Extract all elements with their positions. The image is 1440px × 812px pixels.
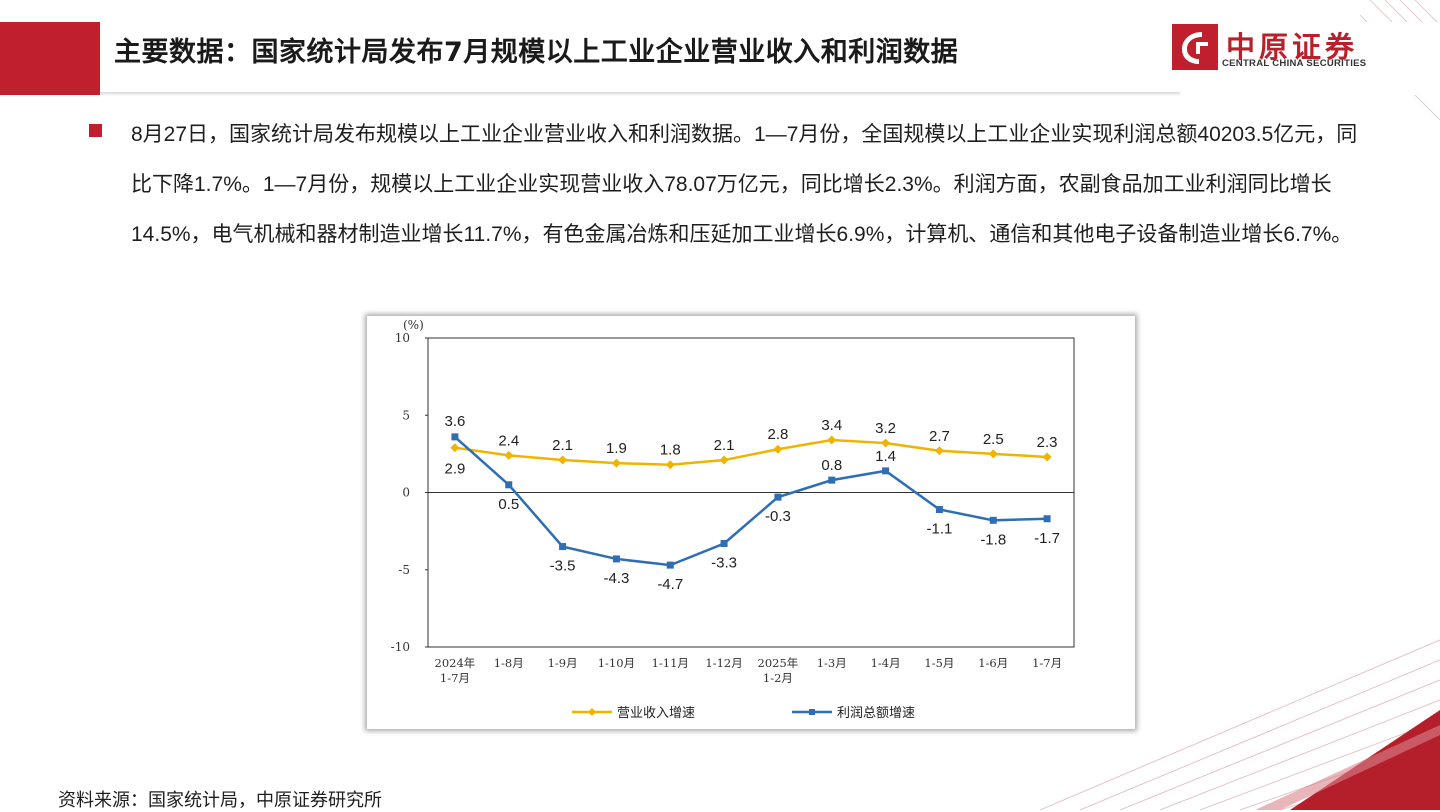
data-point-revenue <box>934 446 944 456</box>
header-accent-block <box>0 22 100 95</box>
data-label: 0.8 <box>821 457 842 474</box>
logo-text-chinese: 中原证券 <box>1226 30 1359 64</box>
data-point-profit <box>882 467 890 475</box>
logo-mark-icon <box>1172 24 1218 70</box>
data-point-profit <box>935 505 943 513</box>
data-label: 3.2 <box>875 420 896 437</box>
data-label: 3.4 <box>821 417 842 434</box>
series-line-2 <box>454 435 1048 567</box>
legend-marker <box>588 708 596 716</box>
data-point-revenue <box>611 458 621 468</box>
data-point-profit <box>1043 515 1051 523</box>
x-tick-label: 1-5月 <box>924 656 954 670</box>
data-point-revenue <box>719 455 729 465</box>
x-tick-label: 1-6月 <box>978 656 1008 670</box>
data-point-profit <box>720 539 728 547</box>
data-point-profit <box>774 493 782 501</box>
x-tick-label: 1-7月 <box>440 671 470 685</box>
legend-label: 营业收入增速 <box>617 706 695 721</box>
data-label: -4.3 <box>603 570 629 587</box>
x-tick-label: 1-9月 <box>548 656 578 670</box>
data-label: -0.3 <box>765 508 791 525</box>
data-point-profit <box>559 543 567 551</box>
data-label: 2.1 <box>714 437 735 454</box>
y-axis-unit-label: (%) <box>403 318 424 332</box>
data-label: -1.7 <box>1034 530 1060 547</box>
data-point-revenue <box>988 449 998 459</box>
data-label: 2.3 <box>1037 434 1058 451</box>
x-tick-label: 1-4月 <box>871 656 901 670</box>
x-tick-label: 1-12月 <box>705 656 742 670</box>
data-point-profit <box>666 561 674 569</box>
data-point-revenue <box>504 450 514 460</box>
data-label: 1.8 <box>660 442 681 459</box>
x-tick-label: 2025年 <box>758 656 799 670</box>
data-point-revenue <box>773 444 783 454</box>
y-tick-label: 10 <box>395 331 410 345</box>
data-label: 2.5 <box>983 431 1004 448</box>
data-label: 1.9 <box>606 440 627 457</box>
data-label: 2.9 <box>444 461 465 478</box>
data-label: 2.4 <box>498 432 519 449</box>
y-tick-label: 0 <box>402 486 410 500</box>
x-tick-label: 1-2月 <box>763 671 793 685</box>
company-logo: 中原证券 CENTRAL CHINA SECURITIES <box>1172 24 1412 74</box>
x-tick-label: 2024年 <box>435 656 476 670</box>
data-label: -4.7 <box>657 576 683 593</box>
source-note: 资料来源：国家统计局，中原证券研究所 <box>58 790 382 811</box>
legend-marker <box>809 709 815 715</box>
data-label: 2.7 <box>929 428 950 445</box>
data-point-profit <box>989 516 997 524</box>
data-label: -1.1 <box>926 520 952 537</box>
data-label: -1.8 <box>980 531 1006 548</box>
y-tick-label: 5 <box>402 408 410 422</box>
page-title: 主要数据：国家统计局发布7月规模以上工业企业营业收入和利润数据 <box>114 37 959 68</box>
data-label: 1.4 <box>875 448 896 465</box>
data-point-revenue <box>665 460 675 470</box>
data-point-profit <box>828 476 836 484</box>
x-tick-label: 1-8月 <box>494 656 524 670</box>
data-point-revenue <box>558 455 568 465</box>
y-tick-label: -5 <box>398 563 410 577</box>
data-label: 2.1 <box>552 437 573 454</box>
bullet-square-icon <box>89 124 102 137</box>
data-point-revenue <box>1042 452 1052 462</box>
chart-container: (%) 10 5 0 -5 -10 2024年 1-7月 1-8月 1-9月 1-10月 1-11月 1… <box>367 316 1135 729</box>
x-tick-label: 1-10月 <box>598 656 635 670</box>
logo-text-english: CENTRAL CHINA SECURITIES <box>1222 58 1367 69</box>
summary-paragraph: 8月27日，国家统计局发布规模以上工业企业营业收入和利润数据。1—7月份，全国规… <box>131 123 1358 246</box>
corner-decoration-bottom-right <box>1040 639 1440 810</box>
x-tick-label: 1-7月 <box>1032 656 1062 670</box>
data-point-profit <box>612 555 620 563</box>
legend-label: 利润总额增速 <box>837 706 915 721</box>
x-tick-label: 1-3月 <box>817 656 847 670</box>
y-tick-label: -10 <box>391 640 410 654</box>
data-point-profit <box>451 433 459 441</box>
data-label: 3.6 <box>444 413 465 430</box>
data-point-revenue <box>881 438 891 448</box>
data-label: -3.5 <box>550 558 576 575</box>
header-shadow <box>100 92 1180 96</box>
x-tick-label: 1-11月 <box>652 656 689 670</box>
data-label: 2.8 <box>767 426 788 443</box>
series-line-1 <box>454 438 1048 466</box>
data-point-revenue <box>450 443 460 453</box>
data-label: 0.5 <box>498 496 519 513</box>
data-label: -3.3 <box>711 554 737 571</box>
data-point-profit <box>505 481 513 489</box>
data-point-revenue <box>827 435 837 445</box>
